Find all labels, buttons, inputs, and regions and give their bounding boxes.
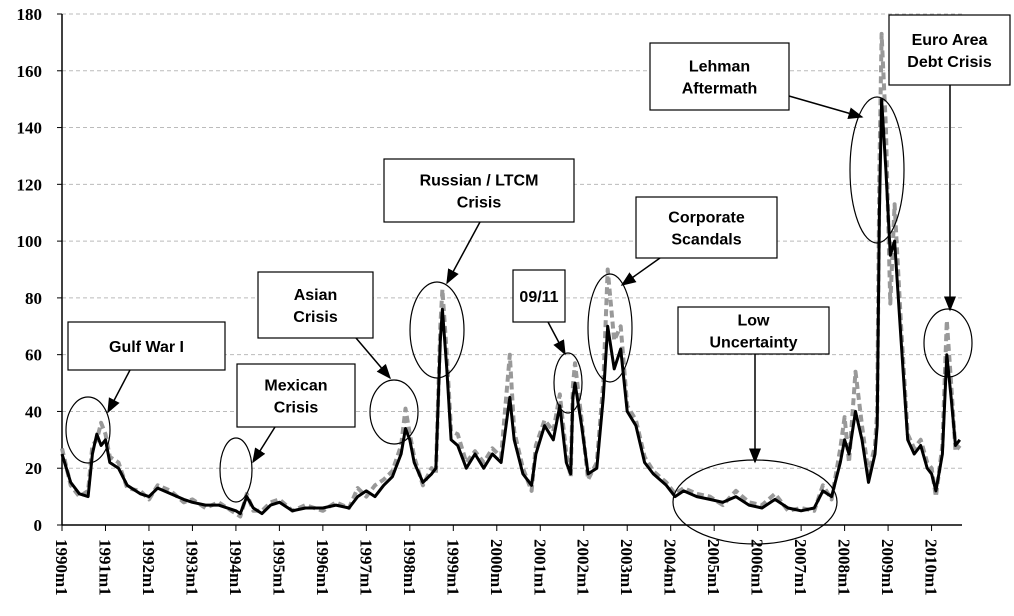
annotation-ellipse (219, 437, 253, 503)
annotation-box (677, 306, 830, 355)
annotation-box (236, 363, 356, 428)
y-tick-label: 160 (17, 62, 43, 81)
x-tick-label: 1994m1 (226, 539, 245, 596)
x-tick-label: 2008m1 (835, 539, 854, 596)
x-tick-label: 2003m1 (617, 539, 636, 596)
annotation-ellipse (409, 281, 465, 379)
y-tick-label: 60 (25, 346, 42, 365)
annotation-text: Gulf War I (109, 339, 184, 356)
annotation-text: Low (738, 313, 771, 330)
series-line (60, 97, 961, 516)
annotation-box (383, 158, 575, 223)
annotation-box (635, 196, 778, 259)
annotation-ellipse (369, 379, 419, 445)
x-tick-label: 1995m1 (269, 539, 288, 596)
annotation-text: Uncertainty (709, 335, 797, 352)
annotation-text: 09/11 (519, 289, 558, 306)
y-tick-label: 80 (25, 289, 42, 308)
x-tick-label: 1992m1 (139, 539, 158, 596)
annotation-text: Asian (294, 287, 338, 304)
x-tick-label: 2009m1 (878, 539, 897, 596)
annotation-arrow (446, 221, 481, 285)
annotation-arrow (252, 426, 276, 464)
x-tick-label: 2004m1 (661, 539, 680, 596)
annotation-ellipse (553, 352, 583, 414)
annotation-box (888, 14, 1011, 86)
y-tick-label: 140 (17, 119, 43, 138)
x-tick-label: 1997m1 (356, 539, 375, 596)
x-tick-label: 2001m1 (530, 539, 549, 596)
x-tick-label: 1998m1 (400, 539, 419, 596)
annotation-box (67, 321, 226, 371)
y-tick-label: 40 (25, 402, 42, 421)
annotation-text: Aftermath (682, 81, 758, 98)
annotation-arrow (547, 321, 566, 356)
x-tick-label: 1993m1 (182, 539, 201, 596)
x-tick-label: 2005m1 (704, 539, 723, 596)
x-tick-label: 2006m1 (748, 539, 767, 596)
annotation-ellipse (65, 396, 111, 464)
annotation-text: Crisis (293, 309, 338, 326)
x-tick-label: 1999m1 (443, 539, 462, 596)
y-tick-label: 0 (34, 516, 43, 535)
annotation-arrow (788, 95, 864, 120)
y-tick-label: 20 (25, 459, 42, 478)
y-tick-label: 120 (17, 175, 43, 194)
annotation-arrow (355, 337, 391, 380)
x-tick-label: 2010m1 (922, 539, 941, 596)
annotation-ellipse (587, 273, 633, 383)
annotation-text: Scandals (671, 232, 741, 249)
annotation-text: Corporate (668, 210, 745, 227)
annotation-box (512, 269, 566, 323)
annotation-arrow (620, 257, 661, 286)
annotation-ellipse (849, 96, 905, 244)
annotation-text: Crisis (274, 400, 319, 417)
annotation-text: Russian / LTCM (420, 173, 539, 190)
annotation-box (257, 271, 374, 339)
series-line (60, 31, 962, 519)
x-tick-label: 2007m1 (791, 539, 810, 596)
annotation-text: Crisis (457, 195, 502, 212)
annotation-text: Euro Area (912, 32, 988, 49)
annotation-text: Debt Crisis (907, 54, 992, 71)
annotation-text: Mexican (264, 378, 327, 395)
annotation-text: Lehman (689, 59, 750, 76)
annotation-box (649, 42, 790, 111)
x-tick-label: 1990m1 (52, 539, 71, 596)
x-tick-label: 1991m1 (95, 539, 114, 596)
x-tick-label: 2000m1 (487, 539, 506, 596)
x-tick-label: 1996m1 (313, 539, 332, 596)
y-tick-label: 180 (17, 5, 43, 24)
y-tick-label: 100 (17, 232, 43, 251)
x-tick-label: 2002m1 (574, 539, 593, 596)
annotation-arrow (107, 369, 131, 414)
